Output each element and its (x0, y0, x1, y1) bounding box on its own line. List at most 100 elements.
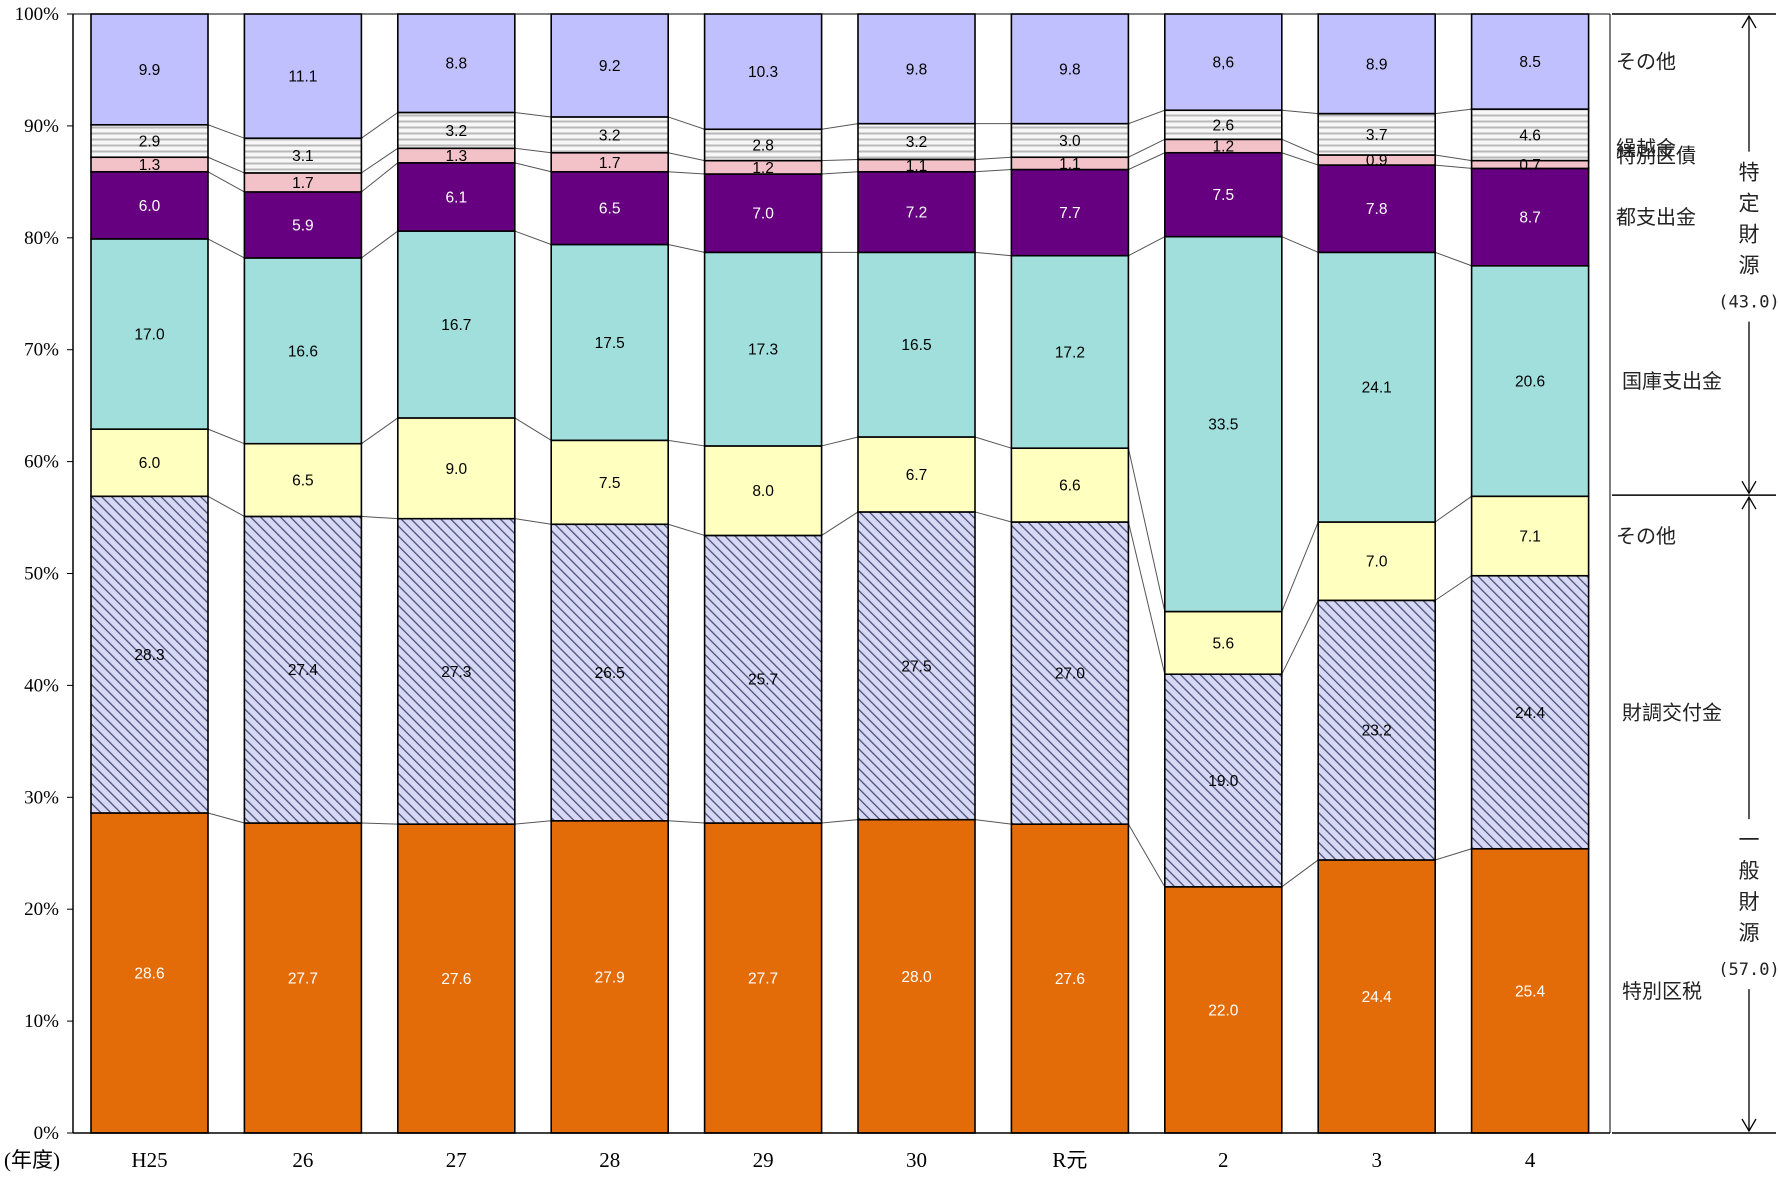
data-label: 24.4 (1515, 705, 1546, 722)
data-label: 7.5 (599, 475, 621, 492)
x-axis-prefix-label: (年度) (4, 1148, 60, 1172)
group-label-char: 財 (1739, 890, 1760, 914)
bar-segment (1317, 521, 1436, 602)
series-connector-line (1127, 521, 1166, 675)
data-label: 6.7 (906, 467, 928, 484)
series-connector-line (821, 436, 859, 447)
legend-label: 国庫支出金 (1622, 369, 1722, 393)
data-label: 27.7 (288, 971, 318, 988)
series-connector-line (1435, 108, 1472, 115)
data-label: 8.7 (1519, 210, 1541, 227)
series-connector-line (1281, 521, 1319, 612)
bar-segment (243, 191, 363, 259)
bar-segment (243, 257, 363, 445)
bar-segment (703, 251, 823, 447)
bar-segment (1010, 447, 1130, 523)
data-label: 9.0 (446, 461, 468, 478)
series-connector-line (361, 822, 398, 825)
group-label-char: 源 (1739, 254, 1760, 278)
data-label: 7.0 (1366, 554, 1388, 571)
series-connector-line (821, 819, 859, 824)
data-label: 8.0 (752, 483, 774, 500)
bar-segment (90, 13, 209, 126)
series-connector-line (207, 812, 245, 824)
bar-segment (396, 417, 516, 520)
series-connector-line (1281, 152, 1319, 166)
data-label: 7.8 (1366, 201, 1388, 218)
series-connector-line (207, 156, 245, 174)
series-connector-line (821, 511, 859, 536)
data-label: 16.6 (288, 343, 318, 360)
data-label: 17.5 (595, 335, 625, 352)
data-label: 25.4 (1515, 983, 1546, 1000)
data-label: 17.0 (134, 327, 165, 344)
data-label: 9.9 (139, 62, 161, 79)
data-label: 3.7 (1366, 127, 1388, 144)
bar-segment (857, 170, 976, 254)
bar-segment (90, 170, 209, 240)
series-connector-line (207, 171, 245, 193)
bar-segment (550, 523, 670, 822)
bar-segment (243, 442, 363, 518)
group-label-char: 般 (1739, 859, 1760, 883)
bar-segment (550, 116, 670, 154)
bar-segment (857, 511, 976, 821)
series-connector-line (668, 244, 705, 253)
series-connector-line (1281, 236, 1319, 253)
data-label: 17.2 (1055, 344, 1085, 361)
data-label: 1.3 (139, 157, 161, 174)
bar-segment (1317, 599, 1436, 861)
bar-segment (1317, 164, 1436, 254)
x-category-label: 30 (906, 1148, 927, 1172)
data-label: 2.9 (139, 134, 161, 151)
bar-segment (703, 534, 823, 824)
legend-label: 特別区債 (1616, 144, 1696, 168)
series-connector-line (821, 123, 859, 130)
data-label: 16.7 (441, 317, 471, 334)
x-category-label: 29 (753, 1148, 774, 1172)
data-label: 27.7 (748, 971, 778, 988)
series-connector-line (361, 230, 399, 259)
bar-segment (1010, 521, 1130, 825)
data-label: 4.6 (1519, 127, 1541, 144)
data-label: 27.0 (1055, 666, 1086, 683)
x-category-label: 3 (1371, 1148, 1382, 1172)
data-label: 10.3 (748, 64, 778, 81)
bar-segment (857, 122, 976, 161)
bar-segment (90, 812, 209, 1134)
series-connector-line (514, 820, 552, 825)
series-connector-line (361, 147, 399, 174)
y-tick-label: 0% (34, 1123, 60, 1144)
bar-segment (396, 13, 516, 114)
bar-segment (1164, 673, 1283, 888)
series-connector-line (668, 152, 705, 162)
bar-segment (396, 111, 516, 150)
series-connector-line (514, 111, 552, 118)
data-label: 28.6 (134, 965, 164, 982)
data-label: 9.8 (1059, 61, 1081, 78)
series-connector-line (1127, 823, 1166, 888)
series-connector-line (1434, 495, 1472, 523)
series-connector-line (514, 417, 552, 441)
arrow-head-up-icon (1741, 14, 1757, 29)
data-label: 2.6 (1213, 117, 1235, 134)
data-label: 27.4 (288, 662, 319, 679)
data-label: 19.0 (1208, 773, 1239, 790)
series-connector-line (1435, 848, 1472, 861)
bar-segment (550, 13, 670, 118)
series-connector-line (974, 511, 1012, 523)
group-label-char: 財 (1739, 223, 1760, 247)
series-connector-line (668, 116, 705, 130)
arrow-head-down-icon (1741, 1118, 1757, 1133)
data-label: 1.1 (906, 158, 928, 175)
series-connector-line (1128, 236, 1166, 257)
bar-segment (857, 818, 976, 1134)
data-label: 8.9 (1366, 56, 1388, 73)
data-label: 23.2 (1362, 723, 1392, 740)
legend-label: 特別区税 (1622, 979, 1702, 1003)
series-connector-line (1128, 138, 1166, 158)
bar-segment (1164, 235, 1283, 613)
data-label: 1.7 (599, 155, 621, 172)
data-label: 27.3 (441, 664, 471, 681)
series-connector-line (974, 169, 1012, 173)
